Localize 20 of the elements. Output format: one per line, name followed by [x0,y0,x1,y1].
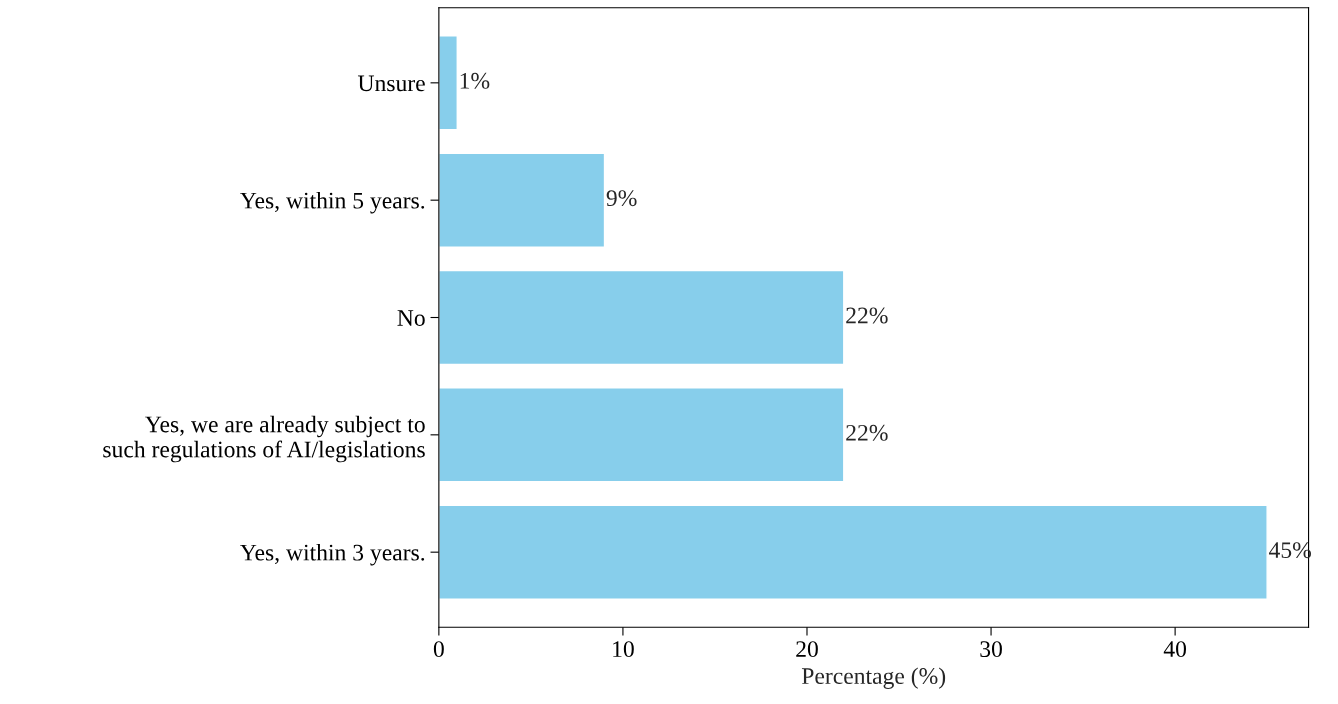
data-label: 9% [606,190,637,207]
bar [438,269,845,366]
x-tick-label: 20 [796,641,818,658]
bar [438,387,845,483]
y-tick-label: No [397,310,425,326]
y-tick-label: Unsure [357,75,425,92]
bar [438,504,1268,600]
data-label: 1% [460,72,490,89]
x-axis-title: Percentage (%) [801,667,946,689]
y-tick-label: Yes, within 5 years. [240,191,425,214]
y-tick-label: Yes, we are already subject to such regulations of AI/legislations [103,415,425,463]
bar [438,152,606,248]
x-tick-label: 0 [433,641,444,658]
y-tick-label: Yes, within 3 years. [240,543,425,566]
x-tick-label: 30 [980,641,1002,658]
data-label: 22% [846,424,888,441]
x-tick-label: 40 [1163,641,1187,658]
data-label: 22% [846,307,888,324]
bar [438,35,458,131]
x-tick-label: 10 [613,641,634,658]
